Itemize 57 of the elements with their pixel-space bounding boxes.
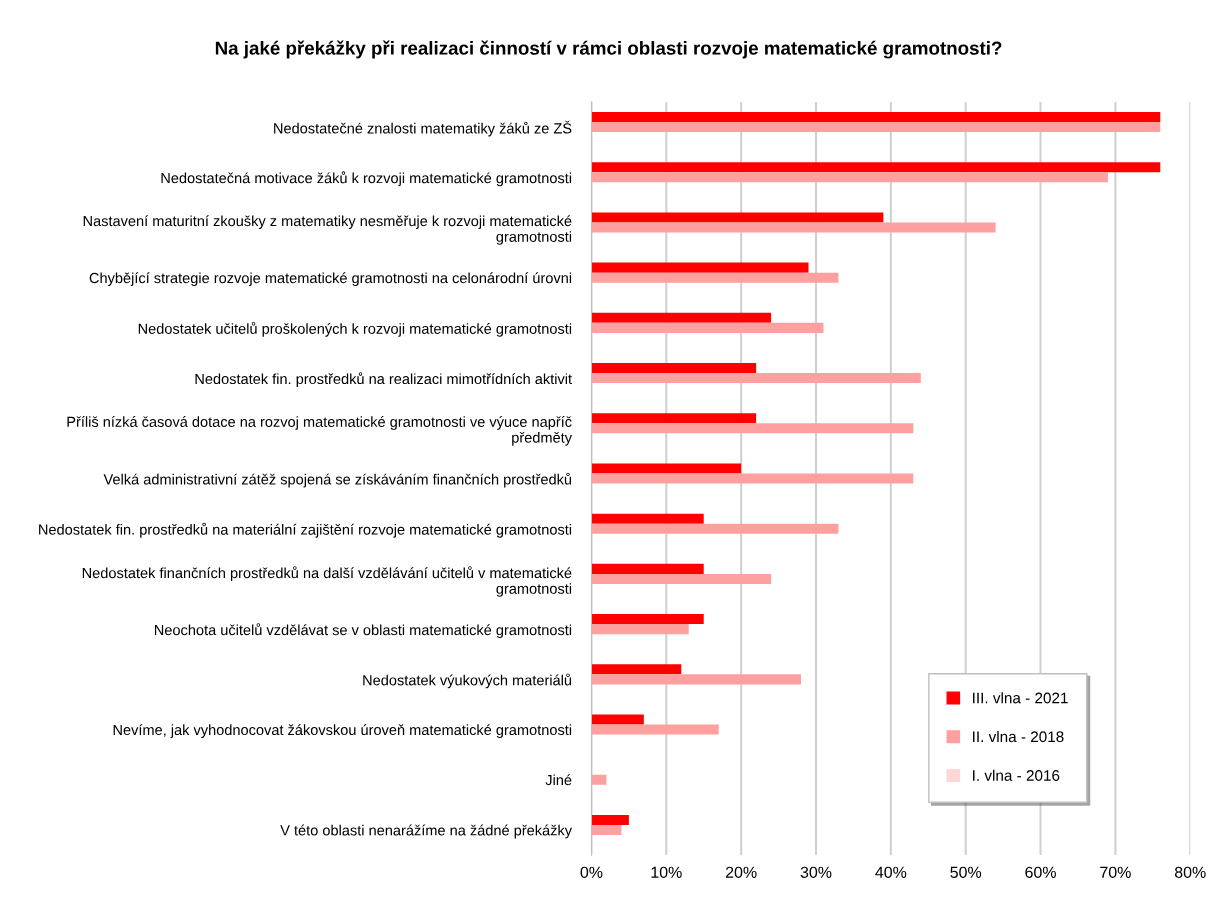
- y-tick-label: Nedostatek fin. prostředků na materiální zajištění rozvoje matematické gramotnosti: [39, 522, 572, 538]
- y-tick-label: V této oblasti nenarážíme na žádné překážky: [280, 824, 573, 839]
- bar: [591, 212, 884, 223]
- bar: [591, 664, 682, 675]
- y-tick-label: Velká administrativní zátěž spojená se získáváním finančních prostředků: [103, 472, 572, 488]
- x-tick-label: 70%: [1100, 866, 1131, 878]
- bar: [591, 724, 719, 735]
- x-tick-label: 0%: [580, 866, 603, 878]
- bar: [591, 423, 914, 434]
- x-tick-label: 20%: [725, 866, 757, 878]
- y-tick-label: Neochota učitelů vzdělávat se v oblasti matematické gramotnosti: [154, 623, 572, 639]
- bar: [591, 122, 1161, 133]
- bar: [591, 222, 996, 233]
- bar: [591, 774, 607, 785]
- x-tick-label: 50%: [950, 866, 982, 878]
- bar: [591, 262, 809, 273]
- bar: [591, 814, 629, 825]
- legend-label: I. vlna - 2016: [973, 769, 1060, 781]
- y-tick-label: Nedostatek učitelů proškolených k rozvoji matematické gramotnosti: [138, 322, 572, 337]
- y-tick-label: Jiné: [545, 774, 572, 786]
- bar: [591, 563, 704, 574]
- bar: [591, 322, 824, 333]
- x-tick-label: 10%: [651, 866, 682, 878]
- bar: [591, 624, 689, 635]
- x-tick-label: 60%: [1025, 866, 1056, 878]
- bar: [591, 312, 772, 323]
- y-tick-label: Nedostatek fin. prostředků na realizaci mimotřídních aktivit: [195, 372, 572, 387]
- bar: [591, 674, 802, 685]
- bar: [591, 172, 1108, 183]
- y-tick-label: Nedostatečná motivace žáků k rozvoji matematické gramotnosti: [161, 171, 572, 187]
- bar: [591, 463, 742, 474]
- bar: [591, 111, 1161, 123]
- bar: [591, 413, 757, 424]
- x-tick-label: 40%: [875, 866, 907, 878]
- bar: [591, 614, 704, 625]
- y-tick-label: Nedostatek výukových materiálů: [363, 673, 572, 689]
- bar: [591, 373, 921, 384]
- bar: [591, 473, 914, 484]
- bar: [591, 162, 1161, 173]
- bar: [591, 714, 644, 725]
- x-tick-label: 80%: [1174, 866, 1206, 878]
- y-tick-label: Nedostatečné znalosti matematiky žáků ze ZŠ: [274, 120, 572, 137]
- bar: [591, 523, 839, 534]
- bar: [591, 573, 772, 584]
- legend-label: II. vlna - 2018: [973, 730, 1064, 743]
- chart-title: Na jaké překážky při realizaci činností v rámci oblasti rozvoje matematické gramotnosti?: [215, 40, 1002, 59]
- y-tick-label: Chybějící strategie rozvoje matematické gramotnosti na celonárodní úrovni: [89, 272, 572, 287]
- bar: [591, 824, 622, 836]
- bar: [591, 363, 757, 374]
- legend-label: III. vlna - 2021: [973, 692, 1068, 704]
- y-tick-label: Příliš nízká časová dotace na rozvoj matematické gramotnosti ve výuce napříč předměty: [67, 416, 572, 446]
- y-tick-label: Nedostatek finančních prostředků na další vzdělávání učitelů v matematické gramotnosti: [82, 566, 572, 597]
- x-tick-label: 30%: [800, 866, 832, 878]
- y-tick-label: Nevíme, jak vyhodnocovat žákovskou úroveň matematické gramotnosti: [113, 724, 572, 738]
- bar: [591, 513, 704, 524]
- bar: [591, 272, 839, 283]
- y-tick-label: Nastavení maturitní zkoušky z matematiky nesměřuje k rozvoji matematické gramotnosti: [83, 215, 572, 245]
